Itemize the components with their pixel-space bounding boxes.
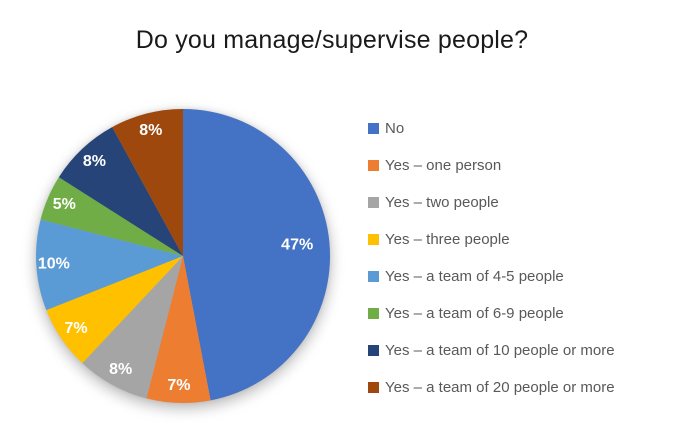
legend-swatch-icon xyxy=(368,345,379,356)
slice-value-label: 7% xyxy=(167,377,190,394)
slice-value-label: 8% xyxy=(83,153,106,170)
legend-item: No xyxy=(368,110,615,147)
pie-slice xyxy=(82,256,183,399)
legend-item: Yes – a team of 4-5 people xyxy=(368,258,615,295)
legend-item: Yes – a team of 6-9 people xyxy=(368,295,615,332)
pie-slice xyxy=(183,108,331,401)
slice-value-label: 7% xyxy=(64,320,87,337)
legend-item: Yes – a team of 10 people or more xyxy=(368,332,615,369)
legend-label: Yes – one person xyxy=(385,157,502,174)
slice-value-label: 5% xyxy=(53,196,76,213)
slice-value-label: 8% xyxy=(139,122,162,139)
slice-value-label: 47% xyxy=(281,237,313,254)
legend-swatch-icon xyxy=(368,234,379,245)
pie-slice xyxy=(46,256,183,364)
pie-slice xyxy=(36,219,183,311)
legend-label: Yes – a team of 4-5 people xyxy=(385,268,564,285)
legend-item: Yes – two people xyxy=(368,184,615,221)
slice-value-label: 10% xyxy=(38,256,70,273)
legend-item: Yes – one person xyxy=(368,147,615,184)
legend-swatch-icon xyxy=(368,308,379,319)
legend-swatch-icon xyxy=(368,382,379,393)
legend-swatch-icon xyxy=(368,197,379,208)
legend-label: No xyxy=(385,120,405,137)
legend-label: Yes – three people xyxy=(385,231,510,248)
chart-legend: No Yes – one person Yes – two people Yes – … xyxy=(368,110,615,406)
legend-label: Yes – a team of 10 people or more xyxy=(385,342,615,359)
legend-label: Yes – a team of 6-9 people xyxy=(385,305,564,322)
legend-item: Yes – a team of 20 people or more xyxy=(368,369,615,406)
legend-swatch-icon xyxy=(368,123,379,134)
pie-slice xyxy=(112,109,183,256)
legend-label: Yes – a team of 20 people or more xyxy=(385,379,615,396)
pie-slice xyxy=(58,127,183,257)
legend-swatch-icon xyxy=(368,160,379,171)
pie-slice xyxy=(146,256,211,404)
chart-title: Do you manage/supervise people? xyxy=(135,26,529,54)
slice-value-label: 8% xyxy=(109,361,132,378)
pie-slice xyxy=(40,177,184,256)
legend-swatch-icon xyxy=(368,271,379,282)
legend-label: Yes – two people xyxy=(385,194,499,211)
legend-item: Yes – three people xyxy=(368,221,615,258)
